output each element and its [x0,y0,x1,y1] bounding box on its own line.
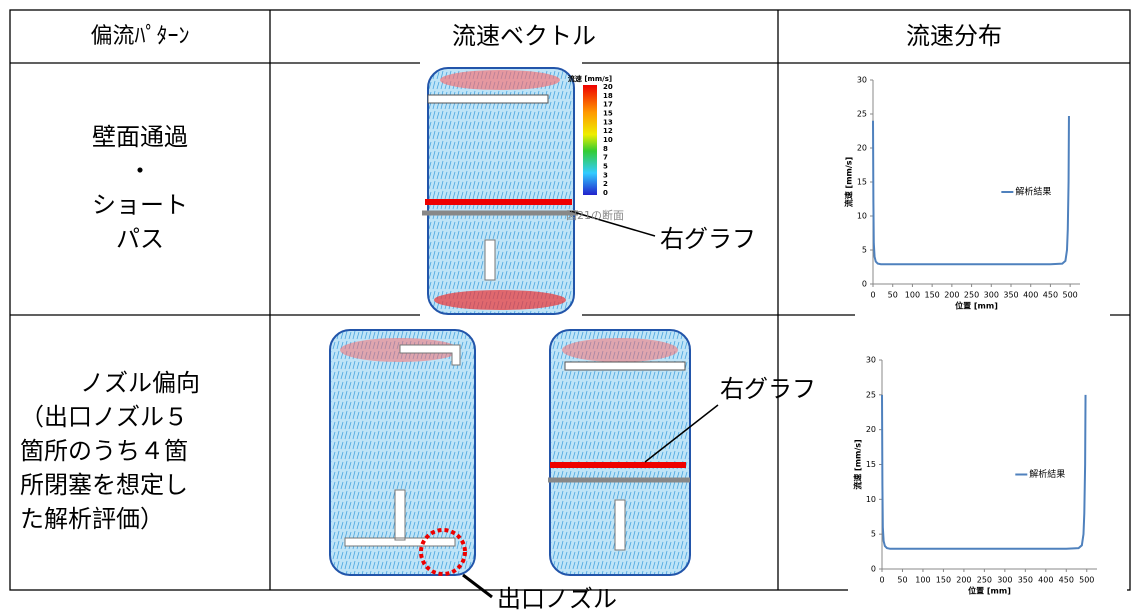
x-tick-label: 50 [888,291,898,300]
y-axis-label: 流速 [mm/s] [844,157,854,207]
colorbar-label: 12 [603,127,613,135]
header: 偏流ﾊﾟﾀｰﾝ [90,24,189,49]
y-tick-label: 30 [857,76,867,85]
vessel-image [548,329,719,576]
vessel-image [329,329,493,599]
x-tick-label: 250 [977,576,992,585]
x-tick-label: 500 [1079,576,1094,585]
vessel-image [420,62,656,320]
y-tick-label: 25 [866,390,876,399]
x-tick-label: 150 [936,576,951,585]
pattern-text: 箇所のうち４箇 [20,437,188,465]
colorbar-label: 0 [603,189,608,197]
y-tick-label: 15 [866,460,876,469]
x-tick-label: 450 [1059,576,1074,585]
callout: 右グラフ [720,375,816,403]
legend-label: 解析結果 [1029,468,1065,480]
section-label: 図21の断面 [566,208,624,222]
x-tick-label: 100 [905,291,920,300]
colorbar-label: 20 [603,83,613,91]
callout: 右グラフ [660,225,756,253]
header: 流速分布 [906,22,1002,50]
pattern-text: ・ [128,157,152,185]
chart-background [848,345,1127,600]
data-line [881,394,1087,550]
y-tick-label: 5 [862,246,867,255]
x-tick-label: 300 [997,576,1012,585]
x-tick-label: 200 [944,291,959,300]
y-tick-label: 20 [866,425,876,434]
colorbar-label: 10 [603,136,613,144]
pattern-text: ノズル偏向 [80,369,200,397]
chart-background [855,70,1110,325]
x-tick-label: 350 [1018,576,1033,585]
y-tick-label: 10 [857,212,867,221]
x-tick-label: 400 [1038,576,1053,585]
pattern-text: 壁面通過 [92,123,188,151]
y-tick-label: 0 [871,565,876,574]
y-axis-label: 流速 [mm/s] [853,439,863,489]
x-tick-label: 450 [1043,291,1058,300]
y-tick-label: 15 [857,178,867,187]
y-tick-label: 5 [871,530,876,539]
callout: 出口ノズル [497,585,617,611]
colorbar-title: 流速 [mm/s] [568,74,612,83]
x-axis-label: 位置 [mm] [968,586,1011,596]
x-tick-label: 350 [1003,291,1018,300]
pattern-text: た解析評価） [20,505,164,533]
y-tick-label: 25 [857,110,867,119]
x-tick-label: 150 [925,291,940,300]
colorbar-label: 18 [603,92,613,100]
header: 流速ベクトル [452,22,596,50]
x-axis-label: 位置 [mm] [955,301,998,311]
colorbar-label: 15 [603,110,613,118]
x-tick-label: 400 [1023,291,1038,300]
x-tick-label: 100 [915,576,930,585]
colorbar-label: 5 [603,163,608,171]
colorbar-label: 3 [603,171,608,179]
x-tick-label: 300 [984,291,999,300]
colorbar-label: 8 [603,145,608,153]
x-tick-label: 250 [964,291,979,300]
legend-label: 解析結果 [1015,186,1051,198]
colorbar-label: 17 [603,101,613,109]
colorbar-label: 13 [603,118,613,126]
pattern-text: （出口ノズル５ [20,403,188,431]
y-tick-label: 0 [862,280,867,289]
data-line [872,116,1070,266]
colorbar-label: 2 [603,180,608,188]
x-tick-label: 50 [897,576,907,585]
x-tick-label: 200 [956,576,971,585]
y-tick-label: 30 [866,356,876,365]
y-tick-label: 20 [857,144,867,153]
x-tick-label: 500 [1063,291,1078,300]
pattern-text: パス [116,225,164,253]
x-tick-label: 0 [870,291,875,300]
y-tick-label: 10 [866,495,876,504]
pattern-text: 所閉塞を想定し [20,471,188,499]
colorbar-label: 7 [603,154,608,162]
pattern-text: ショート [92,191,188,219]
x-tick-label: 0 [879,576,884,585]
